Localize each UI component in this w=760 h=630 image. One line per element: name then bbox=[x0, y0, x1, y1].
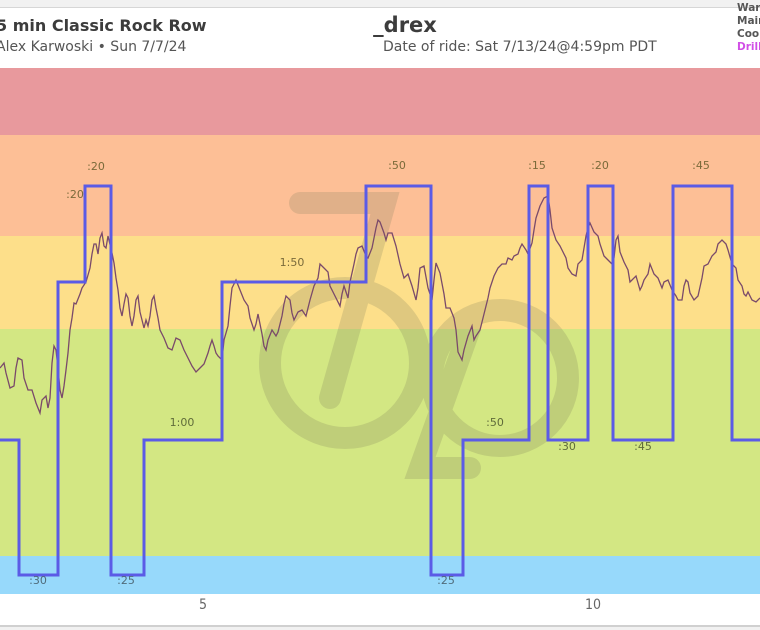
zone-green bbox=[0, 329, 760, 556]
segment-legend: Warm Main Cool Drill bbox=[737, 2, 760, 54]
segment-duration-label: :20 bbox=[87, 160, 105, 173]
segment-duration-label: :50 bbox=[486, 416, 504, 429]
target-interval-line bbox=[0, 184, 760, 577]
ride-date: Date of ride: Sat 7/13/24@4:59pm PDT bbox=[383, 39, 657, 55]
segment-duration-label: :20 bbox=[591, 159, 609, 172]
zone-red bbox=[0, 68, 760, 135]
zone-bands bbox=[0, 68, 760, 594]
top-strip bbox=[0, 0, 760, 8]
segment-duration-label: :45 bbox=[692, 159, 710, 172]
segment-duration-label: :15 bbox=[528, 159, 546, 172]
legend-warm: Warm bbox=[737, 2, 760, 14]
segment-duration-label: :20 bbox=[66, 188, 84, 201]
zone-yellow bbox=[0, 236, 760, 329]
rider-name: _drex bbox=[373, 13, 437, 37]
chart-header: 5 min Classic Rock Row Alex Karwoski • S… bbox=[0, 8, 760, 68]
legend-drill: Drill bbox=[737, 41, 760, 53]
workout-title: 5 min Classic Rock Row bbox=[0, 16, 207, 35]
segment-duration-label: 1:00 bbox=[169, 416, 195, 429]
workout-subtitle: Alex Karwoski • Sun 7/7/24 bbox=[0, 39, 187, 55]
segment-duration-label: :50 bbox=[388, 159, 406, 172]
segment-duration-label: :25 bbox=[117, 574, 135, 587]
segment-duration-label: :30 bbox=[558, 440, 576, 453]
x-tick-5: 5 bbox=[198, 597, 208, 613]
segment-duration-label: 1:50 bbox=[279, 256, 305, 269]
zone-chart: :20 :20 :30 :25 1:00 1:50 :50 :25 :50 :15 :30 :20 :4… bbox=[0, 68, 760, 594]
legend-main: Main bbox=[737, 15, 760, 27]
x-axis: 5 10 bbox=[0, 594, 760, 627]
bottom-strip bbox=[0, 627, 760, 630]
x-tick-10: 10 bbox=[584, 597, 602, 613]
segment-duration-label: :25 bbox=[437, 574, 455, 587]
chart-svg bbox=[0, 68, 760, 594]
segment-duration-label: :45 bbox=[634, 440, 652, 453]
legend-cool: Cool bbox=[737, 28, 760, 40]
segment-duration-label: :30 bbox=[29, 574, 47, 587]
